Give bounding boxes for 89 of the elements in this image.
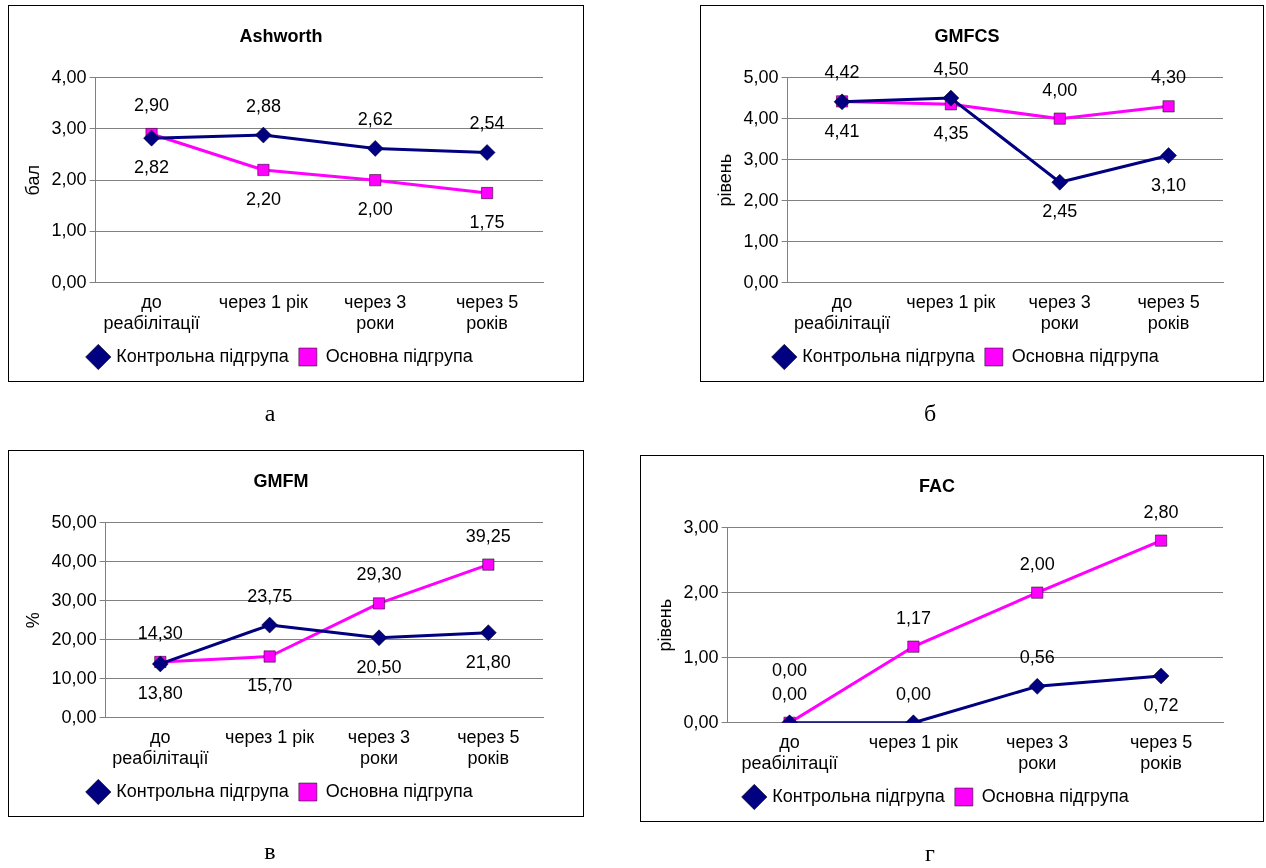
data-label: 4,50 xyxy=(933,59,969,80)
text: б xyxy=(922,400,938,427)
y-tick-label: 0,00 xyxy=(51,271,87,292)
y-axis-title: бал xyxy=(22,164,43,196)
text: а xyxy=(263,400,277,427)
data-label: 2,88 xyxy=(245,96,281,117)
y-tick-label: 1,00 xyxy=(743,230,779,251)
data-label: 2,62 xyxy=(357,109,393,130)
chart-title: GMFM xyxy=(253,470,309,491)
y-tick-label: 3,00 xyxy=(683,516,719,537)
x-tick-label: через 5 років xyxy=(455,291,519,334)
x-tick-label: через 5 років xyxy=(457,726,520,769)
legend-label: Основна підгрупа xyxy=(981,785,1130,806)
y-tick-label: 2,00 xyxy=(683,581,719,602)
y-tick-label: 0,00 xyxy=(683,711,719,732)
x-tick-label: через 3 роки xyxy=(344,291,407,334)
data-label: 14,30 xyxy=(137,622,183,643)
data-label: 2,90 xyxy=(134,95,170,115)
y-axis-title: рівень xyxy=(714,153,735,207)
data-label: 0,00 xyxy=(895,683,931,704)
x-tick-label: через 3 роки xyxy=(1006,731,1069,774)
y-tick-label: 4,00 xyxy=(743,107,779,128)
chart-title: FAC xyxy=(919,475,955,496)
y-tick-label: 5,00 xyxy=(743,66,779,87)
data-label: 4,41 xyxy=(824,120,860,141)
y-tick-label: 2,00 xyxy=(51,169,87,190)
data-label: 2,82 xyxy=(134,157,170,178)
x-tick-label: через 3 роки xyxy=(347,726,411,769)
data-label: 2,00 xyxy=(1019,553,1055,574)
y-tick-label: 0,00 xyxy=(61,706,97,727)
data-label: 2,20 xyxy=(245,188,281,209)
y-tick-label: 10,00 xyxy=(51,667,97,688)
x-tick-label: через 1 рік xyxy=(906,291,996,312)
chart-title: Ashworth xyxy=(239,25,323,46)
data-label: 29,30 xyxy=(356,564,402,585)
x-tick-label: через 3 роки xyxy=(1028,291,1091,334)
data-label: 4,00 xyxy=(1042,79,1078,100)
x-tick-label: до реабілітації xyxy=(741,731,838,774)
data-label: 2,45 xyxy=(1042,201,1078,222)
y-tick-label: 3,00 xyxy=(51,117,87,138)
data-label: 2,80 xyxy=(1143,501,1179,522)
data-label: 4,42 xyxy=(824,62,860,83)
data-label: 0,56 xyxy=(1019,647,1055,668)
data-label: 2,54 xyxy=(469,113,505,134)
y-tick-label: 50,00 xyxy=(51,511,97,532)
data-label: 0,00 xyxy=(772,683,808,704)
x-tick-label: через 1 рік xyxy=(868,731,959,752)
legend-label: Контрольна підгрупа xyxy=(772,785,946,806)
x-tick-label: до реабілітації xyxy=(103,291,200,334)
y-axis-title: % xyxy=(22,612,43,629)
data-label: 1,75 xyxy=(469,211,505,232)
data-label: 39,25 xyxy=(465,525,511,546)
legend-label: Контрольна підгрупа xyxy=(116,345,290,366)
legend-label: Контрольна підгрупа xyxy=(802,345,976,366)
data-label: 23,75 xyxy=(247,586,293,607)
y-tick-label: 1,00 xyxy=(683,646,719,667)
data-label: 21,80 xyxy=(465,651,511,672)
text: в xyxy=(263,838,277,865)
y-tick-label: 4,00 xyxy=(51,66,87,87)
y-tick-label: 0,00 xyxy=(743,271,779,292)
data-label: 15,70 xyxy=(247,675,293,696)
data-label: 2,00 xyxy=(357,199,393,220)
data-label: 3,10 xyxy=(1151,174,1187,195)
data-label: 4,35 xyxy=(933,123,969,144)
data-label: 13,80 xyxy=(137,682,183,703)
y-tick-label: 3,00 xyxy=(743,148,779,169)
chart-title: GMFCS xyxy=(934,25,1000,46)
data-label: 0,00 xyxy=(772,659,808,680)
y-tick-label: 30,00 xyxy=(51,589,97,610)
x-tick-label: до реабілітації xyxy=(793,291,891,334)
data-label: 4,30 xyxy=(1151,67,1187,88)
y-tick-label: 20,00 xyxy=(51,628,97,649)
y-tick-label: 2,00 xyxy=(743,189,779,210)
x-tick-label: через 5 років xyxy=(1137,291,1200,334)
x-tick-label: через 5 років xyxy=(1129,731,1193,774)
legend-label: Основна підгрупа xyxy=(325,780,474,801)
x-tick-label: до реабілітації xyxy=(112,726,209,769)
text: г xyxy=(924,840,936,867)
x-tick-label: через 1 рік xyxy=(218,291,309,312)
legend-label: Контрольна підгрупа xyxy=(116,780,290,801)
legend-label: Основна підгрупа xyxy=(1011,345,1160,366)
y-axis-title: рівень xyxy=(654,598,675,652)
x-tick-label: через 1 рік xyxy=(225,726,315,747)
data-label: 1,17 xyxy=(895,607,931,628)
y-tick-label: 1,00 xyxy=(51,220,87,241)
data-label: 20,50 xyxy=(356,656,402,677)
data-label: 0,72 xyxy=(1143,694,1179,715)
legend-label: Основна підгрупа xyxy=(325,345,474,366)
y-tick-label: 40,00 xyxy=(51,550,97,571)
